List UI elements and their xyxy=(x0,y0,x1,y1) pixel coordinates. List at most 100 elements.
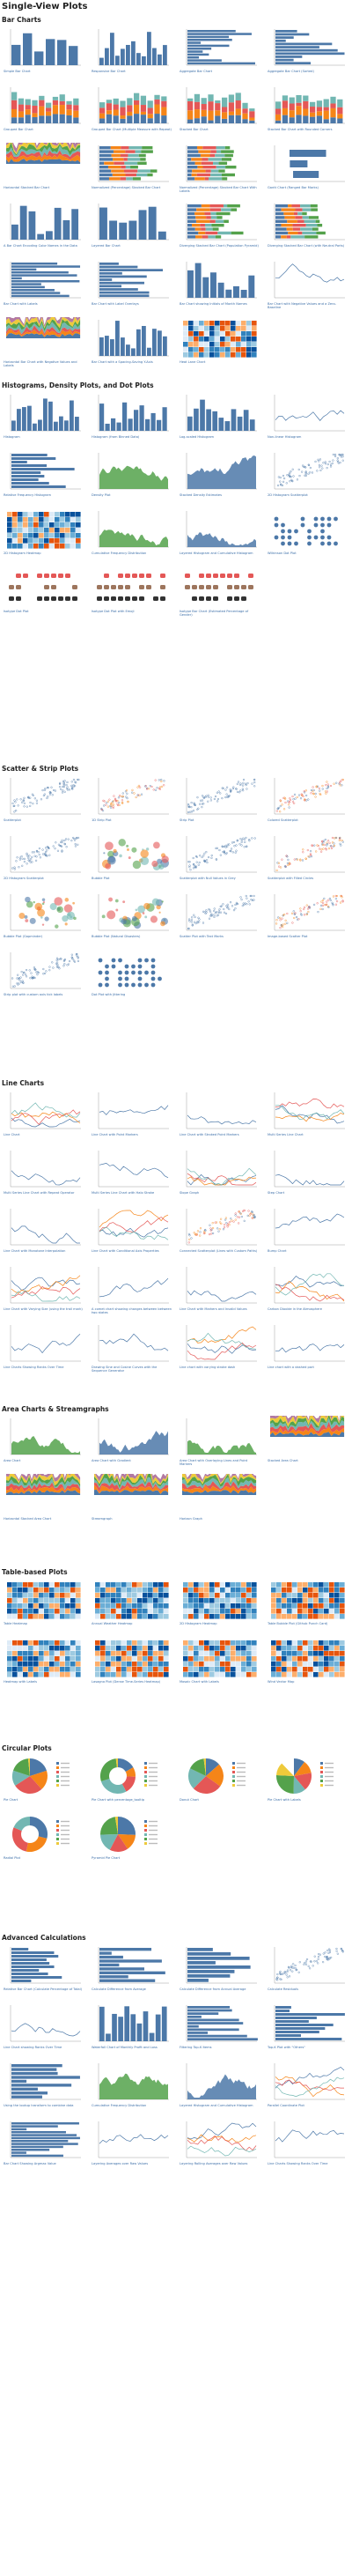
example-thumbnail[interactable] xyxy=(92,392,172,434)
example-thumbnail[interactable] xyxy=(92,1813,172,1855)
example-link[interactable]: Lasagna Plot (Dense Time-Series Heatmap) xyxy=(92,1680,161,1684)
example-tile[interactable]: A Bar Chart Encoding Color Names in the … xyxy=(4,201,84,252)
example-tile[interactable]: Scatterplot with Filled Circles xyxy=(268,833,348,885)
example-tile[interactable]: Pie Chart xyxy=(4,1755,84,1806)
example-thumbnail[interactable] xyxy=(180,317,260,359)
example-tile[interactable]: Line Charts Showing Ranks Over Time xyxy=(268,2119,348,2170)
example-tile[interactable]: Isotype Bar Chart (Estimated Percentage … xyxy=(180,566,260,618)
example-link[interactable]: Bubble Plot xyxy=(92,877,110,880)
example-link[interactable]: Layered Bar Chart xyxy=(92,244,121,248)
example-link[interactable]: Drawing Sine and Cosine Curves with the … xyxy=(92,1366,158,1373)
example-thumbnail[interactable] xyxy=(92,833,172,876)
example-tile[interactable]: Cumulative Frequency Distribution xyxy=(92,2061,172,2112)
example-tile[interactable]: Filtering Top-K Items xyxy=(180,2002,260,2054)
example-tile[interactable]: Streamgraph xyxy=(92,1474,172,1525)
example-tile[interactable]: Line Chart with Stroked Point Markers xyxy=(180,1090,260,1141)
example-tile[interactable]: Aggregate Bar Chart xyxy=(180,26,260,78)
example-tile[interactable]: Normalized (Percentage) Stacked Bar Char… xyxy=(180,143,260,194)
example-thumbnail[interactable] xyxy=(4,950,84,992)
example-tile[interactable]: Normalized (Percentage) Stacked Bar Char… xyxy=(92,143,172,194)
example-link[interactable]: Wind Vector Map xyxy=(268,1680,295,1684)
example-link[interactable]: Layering Averages over Raw Values xyxy=(92,2162,149,2165)
example-link[interactable]: Heat Lane Chart xyxy=(180,360,206,364)
example-link[interactable]: Line Chart with Monotone Interpolation xyxy=(4,1249,66,1253)
example-tile[interactable]: Line Chart with Point Markers xyxy=(92,1090,172,1141)
example-link[interactable]: Stacked Bar Chart with Rounded Corners xyxy=(268,128,333,131)
example-tile[interactable]: Grouped Bar Chart xyxy=(4,85,84,136)
example-tile[interactable]: Line Chart showing Ranks Over Time xyxy=(4,2002,84,2054)
example-thumbnail[interactable] xyxy=(4,508,84,551)
example-link[interactable]: Aggregate Bar Chart xyxy=(180,70,213,73)
example-link[interactable]: Colored Scatterplot xyxy=(268,818,298,822)
example-link[interactable]: Calculate Residuals xyxy=(268,1988,298,1991)
example-thumbnail[interactable] xyxy=(268,1090,348,1132)
example-thumbnail[interactable] xyxy=(4,259,84,301)
example-link[interactable]: Bar Chart Showing Argmax Value xyxy=(4,2162,56,2165)
example-tile[interactable]: Histogram xyxy=(4,392,84,443)
example-thumbnail[interactable] xyxy=(268,892,348,934)
example-tile[interactable]: Wilkinson Dot Plot xyxy=(268,508,348,559)
example-tile[interactable]: Layered Histogram and Cumulative Histogr… xyxy=(180,2061,260,2112)
example-tile[interactable]: Line chart with varying stroke dash xyxy=(180,1322,260,1373)
example-link[interactable]: Non-linear Histogram xyxy=(268,435,302,439)
example-thumbnail[interactable] xyxy=(4,450,84,492)
example-thumbnail[interactable] xyxy=(268,2119,348,2161)
example-link[interactable]: 2D Histogram Scatterplot xyxy=(4,877,44,880)
example-tile[interactable]: Scatter Plot with Text Marks xyxy=(180,892,260,943)
example-link[interactable]: Pie Chart with percentage_tooltip xyxy=(92,1798,144,1802)
example-link[interactable]: Donut Chart xyxy=(180,1798,199,1802)
example-thumbnail[interactable] xyxy=(268,1322,348,1365)
example-thumbnail[interactable] xyxy=(4,1148,84,1190)
example-tile[interactable]: Strip plot with custom axis tick labels xyxy=(4,950,84,1001)
example-link[interactable]: Scatterplot with Filled Circles xyxy=(268,877,314,880)
example-thumbnail[interactable] xyxy=(268,833,348,876)
example-tile[interactable]: Stacked Bar Chart with Rounded Corners xyxy=(268,85,348,136)
example-tile[interactable]: Gantt Chart (Ranged Bar Marks) xyxy=(268,143,348,194)
example-link[interactable]: Filtering Top-K Items xyxy=(180,2046,212,2049)
example-link[interactable]: Horizontal Bar Chart with Negative Value… xyxy=(4,360,77,368)
example-link[interactable]: Stacked Area Chart xyxy=(268,1459,298,1462)
example-thumbnail[interactable] xyxy=(268,775,348,818)
example-thumbnail[interactable] xyxy=(4,1474,84,1516)
example-link[interactable]: Connected Scatterplot (Lines with Custom… xyxy=(180,1249,258,1253)
example-thumbnail[interactable] xyxy=(180,1637,260,1679)
example-link[interactable]: Pyramid Pie Chart xyxy=(92,1856,121,1860)
example-link[interactable]: A Bar Chart Encoding Color Names in the … xyxy=(4,244,77,248)
example-link[interactable]: Top-K Plot with "Others" xyxy=(268,2046,305,2049)
example-tile[interactable]: 2D Histogram Heatmap xyxy=(180,1579,260,1630)
example-link[interactable]: Responsive Bar Chart xyxy=(92,70,126,73)
example-link[interactable]: Slope Graph xyxy=(180,1191,200,1195)
example-tile[interactable]: Bar Chart with a Spacing-Saving Y-Axis xyxy=(92,317,172,368)
example-link[interactable]: Scatterplot with Null Values in Grey xyxy=(180,877,236,880)
example-link[interactable]: 1D Strip Plot xyxy=(92,818,112,822)
example-link[interactable]: Line Chart with Point Markers xyxy=(92,1133,138,1136)
example-thumbnail[interactable] xyxy=(92,259,172,301)
example-link[interactable]: Diverging Stacked Bar Chart (with Neutra… xyxy=(268,244,345,248)
example-thumbnail[interactable] xyxy=(180,2002,260,2045)
example-tile[interactable]: Isotype Dot Plot with Emoji xyxy=(92,566,172,618)
example-link[interactable]: Line chart with a dashed part xyxy=(268,1366,314,1369)
example-tile[interactable]: Annual Weather Heatmap xyxy=(92,1579,172,1630)
example-link[interactable]: Pie Chart with Labels xyxy=(268,1798,301,1802)
example-tile[interactable]: Grouped Bar Chart (Multiple Measure with… xyxy=(92,85,172,136)
example-thumbnail[interactable] xyxy=(180,1755,260,1797)
example-thumbnail[interactable] xyxy=(4,2002,84,2045)
example-thumbnail[interactable] xyxy=(268,1416,348,1458)
example-link[interactable]: Bar Chart showing Initials of Month Name… xyxy=(180,302,247,306)
example-tile[interactable]: Histogram (from Binned Data) xyxy=(92,392,172,443)
example-thumbnail[interactable] xyxy=(4,1579,84,1621)
example-thumbnail[interactable] xyxy=(92,1322,172,1365)
example-link[interactable]: Multi Series Line Chart xyxy=(268,1133,304,1136)
example-link[interactable]: Log-scaled Histogram xyxy=(180,435,215,439)
example-tile[interactable]: Bubble Plot xyxy=(92,833,172,885)
example-thumbnail[interactable] xyxy=(268,201,348,243)
example-tile[interactable]: Table Heatmap xyxy=(4,1579,84,1630)
example-thumbnail[interactable] xyxy=(92,26,172,69)
example-thumbnail[interactable] xyxy=(92,950,172,992)
example-link[interactable]: Parallel Coordinate Plot xyxy=(268,2104,304,2107)
example-link[interactable]: Normalized (Percentage) Stacked Bar Char… xyxy=(180,186,257,194)
example-link[interactable]: 2D Histogram Heatmap xyxy=(180,1622,217,1625)
example-thumbnail[interactable] xyxy=(268,1206,348,1248)
example-link[interactable]: Line Chart with Markers and Invalid Valu… xyxy=(180,1307,247,1311)
example-link[interactable]: Isotype Bar Chart (Estimated Percentage … xyxy=(180,610,249,618)
